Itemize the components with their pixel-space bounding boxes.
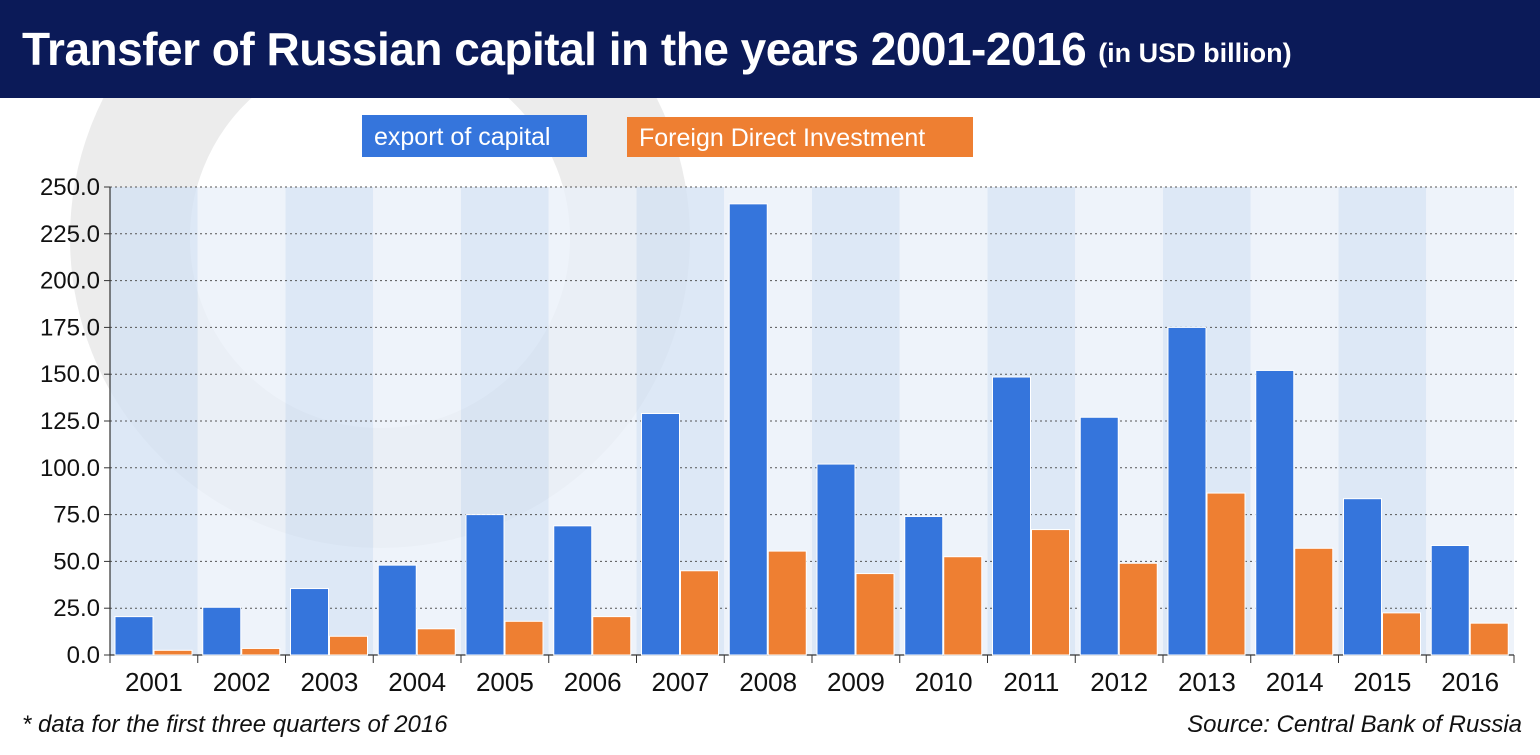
x-tick-label: 2016 [1441, 667, 1499, 697]
bar-fdi [241, 647, 281, 656]
bar-export-of-capital [1167, 326, 1207, 656]
x-tick-label: 2015 [1353, 667, 1411, 697]
x-tick-label: 2001 [125, 667, 183, 697]
title-bar: Transfer of Russian capital in the years… [0, 0, 1540, 98]
tick-labels: 0.0 25.0 50.0 75.0 100.0 125.0 150.0 175.0 200.0… [40, 174, 1499, 697]
bar-export-of-capital [904, 515, 944, 656]
legend-fdi-label: Foreign Direct Investment [639, 124, 925, 152]
bar-export-of-capital [465, 514, 505, 656]
chart-area: 0.0 25.0 50.0 75.0 100.0 125.0 150.0 175.0 200.0… [40, 98, 1520, 697]
x-tick-label: 2005 [476, 667, 534, 697]
chart-subtitle: (in USD billion) [1098, 37, 1292, 68]
y-tick-label: 75.0 [53, 502, 100, 529]
bar-export-of-capital [1430, 544, 1470, 656]
y-tick-label: 150.0 [40, 361, 100, 388]
y-tick-label: 175.0 [40, 314, 100, 341]
bar-export-of-capital [114, 616, 154, 656]
bar-fdi [767, 550, 807, 656]
legend-fdi-box [627, 117, 973, 157]
x-tick-label: 2002 [213, 667, 271, 697]
source-note: Source: Central Bank of Russia [1187, 711, 1522, 738]
bar-export-of-capital [728, 203, 768, 656]
bar-fdi [1206, 492, 1246, 656]
bar-export-of-capital [1079, 416, 1119, 656]
category-band [110, 187, 198, 655]
x-tick-label: 2009 [827, 667, 885, 697]
x-tick-label: 2003 [300, 667, 358, 697]
bar-export-of-capital [992, 376, 1031, 656]
bar-fdi [592, 616, 632, 656]
bar-fdi [943, 556, 983, 656]
legend: export of capital Foreign Direct Investme… [362, 115, 973, 157]
bar-fdi [504, 620, 544, 656]
bar-fdi [1031, 529, 1070, 656]
bar-export-of-capital [202, 606, 242, 656]
bar-export-of-capital [816, 463, 856, 656]
x-tick-label: 2007 [651, 667, 709, 697]
x-tick-label: 2012 [1090, 667, 1148, 697]
x-tick-label: 2006 [564, 667, 622, 697]
legend-export-of-capital-box [362, 115, 587, 157]
chart-title: Transfer of Russian capital in the years… [22, 23, 1087, 75]
bar-export-of-capital [290, 588, 329, 656]
bar-export-of-capital [641, 413, 680, 656]
y-tick-label: 200.0 [40, 268, 100, 295]
bar-fdi [329, 635, 368, 656]
bar-fdi [1118, 562, 1158, 656]
y-tick-label: 250.0 [40, 174, 100, 201]
legend-export-of-capital-label: export of capital [374, 123, 551, 151]
bar-fdi [1294, 547, 1334, 656]
footnote: * data for the first three quarters of 2… [22, 711, 448, 738]
bar-export-of-capital [1343, 498, 1382, 656]
y-tick-label: 0.0 [67, 642, 100, 669]
bar-fdi [153, 649, 193, 656]
y-tick-label: 225.0 [40, 221, 100, 248]
x-tick-label: 2011 [1003, 667, 1059, 697]
y-tick-label: 25.0 [53, 595, 100, 622]
x-tick-label: 2004 [388, 667, 446, 697]
y-tick-label: 50.0 [53, 548, 100, 575]
bar-fdi [1469, 622, 1509, 656]
x-tick-label: 2014 [1266, 667, 1324, 697]
y-tick-label: 125.0 [40, 408, 100, 435]
x-tick-label: 2013 [1178, 667, 1236, 697]
bar-export-of-capital [553, 525, 593, 656]
bar-export-of-capital [377, 564, 417, 656]
x-tick-label: 2008 [739, 667, 797, 697]
bar-fdi [855, 573, 895, 656]
bar-fdi [416, 628, 456, 656]
bars [114, 203, 1509, 656]
bar-fdi [680, 570, 719, 656]
bar-export-of-capital [1255, 369, 1295, 656]
bar-fdi [1382, 612, 1421, 656]
y-tick-label: 100.0 [40, 455, 100, 482]
x-tick-label: 2010 [915, 667, 973, 697]
